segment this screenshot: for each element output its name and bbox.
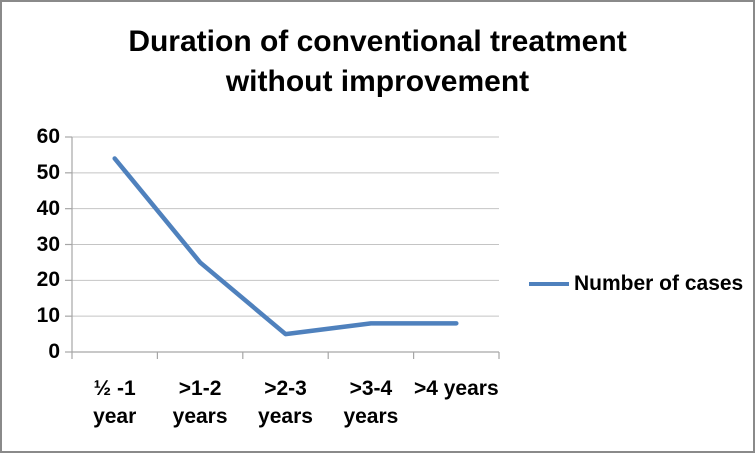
x-axis-tick-label: ½ -1 year	[93, 377, 137, 428]
y-axis-tick-label: 30	[36, 232, 60, 256]
chart-title: Duration of conventional treatment witho…	[128, 25, 627, 98]
x-axis-tick-label: >4 years	[413, 377, 499, 400]
y-axis-tick-label: 10	[36, 304, 60, 328]
y-axis-tick-label: 0	[48, 340, 60, 363]
y-axis-tick-label: 40	[36, 196, 60, 220]
data-line-number-of-cases	[112, 156, 459, 337]
legend: Number of cases	[529, 272, 743, 296]
x-axis-tick-label: >1-2 years	[172, 377, 228, 428]
x-axis-tick-label: >3-4 years	[343, 377, 399, 428]
x-axis-tick-label: >2-3 years	[258, 377, 313, 428]
legend-series-label: Number of cases	[574, 272, 744, 295]
y-axis-tick-label: 50	[36, 160, 60, 184]
legend-line-icon	[529, 282, 569, 286]
y-axis-tick-label: 20	[36, 268, 60, 292]
y-axis-tick-label: 60	[36, 125, 60, 148]
